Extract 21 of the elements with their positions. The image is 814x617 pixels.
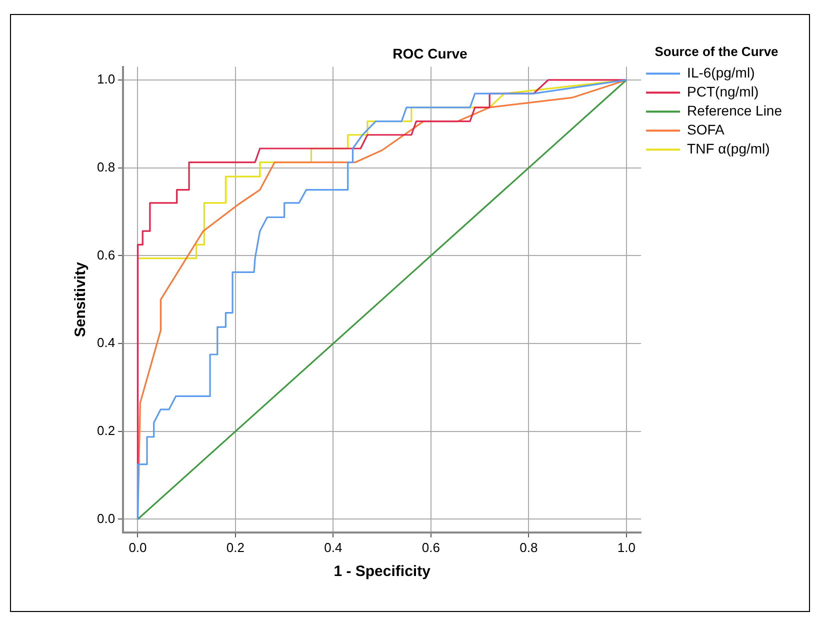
x-tick-label: 0.0 bbox=[128, 540, 147, 555]
x-tick-label: 0.2 bbox=[226, 540, 244, 555]
x-axis-title: 1 - Specificity bbox=[334, 563, 432, 580]
x-tick-label: 0.8 bbox=[520, 540, 538, 555]
legend-label: IL-6(pg/ml) bbox=[687, 64, 755, 80]
y-tick-label: 0.8 bbox=[96, 159, 116, 174]
legend-label: SOFA bbox=[687, 121, 726, 138]
legend-label: Reference Line bbox=[687, 102, 782, 118]
legend-label: TNF α(pg/ml) bbox=[687, 140, 770, 156]
x-tick-label: 1.0 bbox=[617, 540, 636, 555]
y-tick-label: 0.2 bbox=[96, 422, 116, 438]
x-tick-label: 0.6 bbox=[422, 540, 440, 555]
y-tick-label: 0.4 bbox=[96, 335, 116, 350]
y-tick-label: 0.0 bbox=[96, 510, 116, 526]
chart-title: ROC Curve bbox=[392, 45, 468, 62]
legend-label: PCT(ng/ml) bbox=[687, 83, 759, 100]
y-tick-label: 1.0 bbox=[96, 72, 116, 87]
y-tick-label: 0.6 bbox=[96, 247, 116, 262]
legend-title: Source of the Curve bbox=[654, 44, 778, 60]
y-axis-title: Sensitivity bbox=[72, 261, 90, 338]
x-tick-label: 0.4 bbox=[324, 540, 342, 555]
